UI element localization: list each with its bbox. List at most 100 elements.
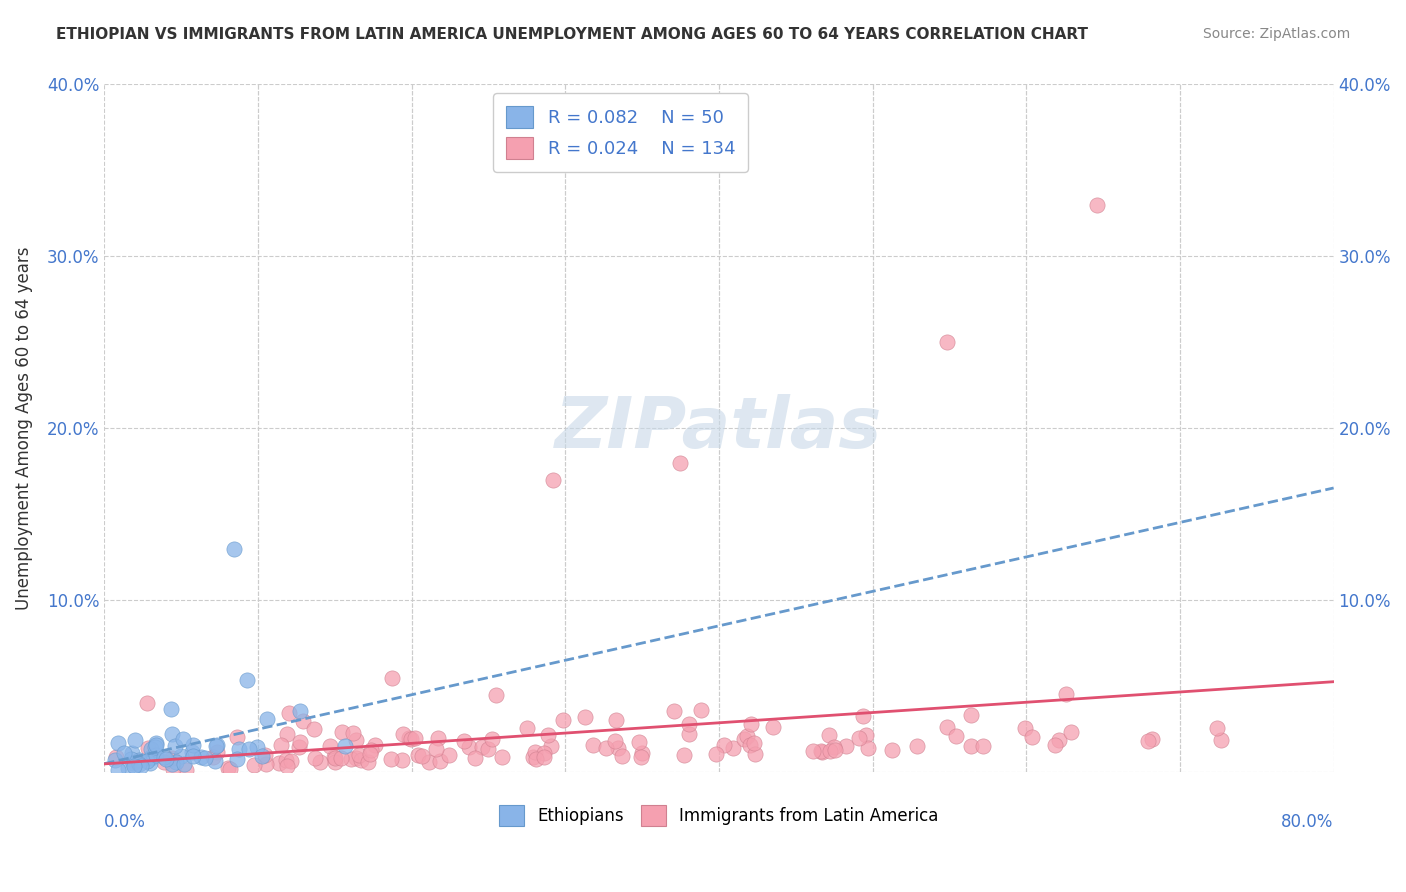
Point [139,742,162,756]
Point [1021,731,1043,745]
Point [128,756,150,771]
Point [278,706,301,721]
Point [662,704,685,718]
Point [238,741,260,756]
Point [581,738,603,752]
Point [810,744,832,758]
Point [627,735,650,749]
Point [104,752,127,766]
Point [360,743,382,757]
Point [744,736,766,750]
Point [122,756,145,770]
Point [120,752,142,766]
Point [190,750,212,764]
Point [733,732,755,747]
Text: 80.0%: 80.0% [1281,814,1334,831]
Point [256,712,278,726]
Point [145,736,167,750]
Point [425,741,447,756]
Point [304,722,326,736]
Point [852,708,875,723]
Point [276,726,298,740]
Point [125,754,148,768]
Point [411,749,433,764]
Point [631,746,654,760]
Point [740,738,762,752]
Point [669,456,692,470]
Point [139,750,162,764]
Point [309,755,332,769]
Point [398,731,420,745]
Point [330,724,353,739]
Point [121,747,143,761]
Point [824,743,846,757]
Legend: Ethiopians, Immigrants from Latin America: Ethiopians, Immigrants from Latin Americ… [492,799,945,832]
Point [288,735,311,749]
Point [347,748,370,763]
Point [856,740,879,755]
Point [740,716,762,731]
Text: Source: ZipAtlas.com: Source: ZipAtlas.com [1202,27,1350,41]
Point [243,757,266,772]
Point [280,754,302,768]
Point [217,761,239,775]
Point [855,728,877,742]
Point [522,750,544,764]
Point [155,751,177,765]
Point [551,713,574,727]
Point [323,750,346,764]
Point [139,756,162,770]
Point [145,738,167,752]
Point [672,747,695,762]
Point [205,738,228,752]
Point [162,757,184,772]
Point [205,745,228,759]
Point [1014,721,1036,735]
Point [333,739,356,754]
Point [533,750,555,764]
Point [959,707,981,722]
Point [172,731,194,746]
Point [935,720,957,734]
Point [835,739,858,754]
Point [1211,733,1233,747]
Point [112,746,135,760]
Y-axis label: Unemployment Among Ages 60 to 64 years: Unemployment Among Ages 60 to 64 years [15,246,32,610]
Point [541,473,564,487]
Point [603,734,626,748]
Point [288,704,311,718]
Point [524,752,547,766]
Point [276,759,298,773]
Point [174,763,197,777]
Point [129,759,152,773]
Point [104,749,127,764]
Point [342,726,364,740]
Point [595,741,617,756]
Point [139,749,162,764]
Point [818,727,841,741]
Point [170,748,193,763]
Point [235,673,257,688]
Point [391,753,413,767]
Point [848,731,870,745]
Point [153,750,176,764]
Point [537,728,560,742]
Point [136,696,159,710]
Point [287,740,309,755]
Point [437,748,460,763]
Point [678,717,700,731]
Point [457,739,479,754]
Point [464,751,486,765]
Point [330,750,353,764]
Point [269,756,291,771]
Point [606,741,628,756]
Point [180,745,202,759]
Point [1140,731,1163,746]
Point [381,671,404,685]
Point [762,720,785,734]
Point [201,750,224,764]
Point [605,713,627,727]
Point [136,741,159,756]
Point [252,749,274,764]
Point [1054,687,1077,701]
